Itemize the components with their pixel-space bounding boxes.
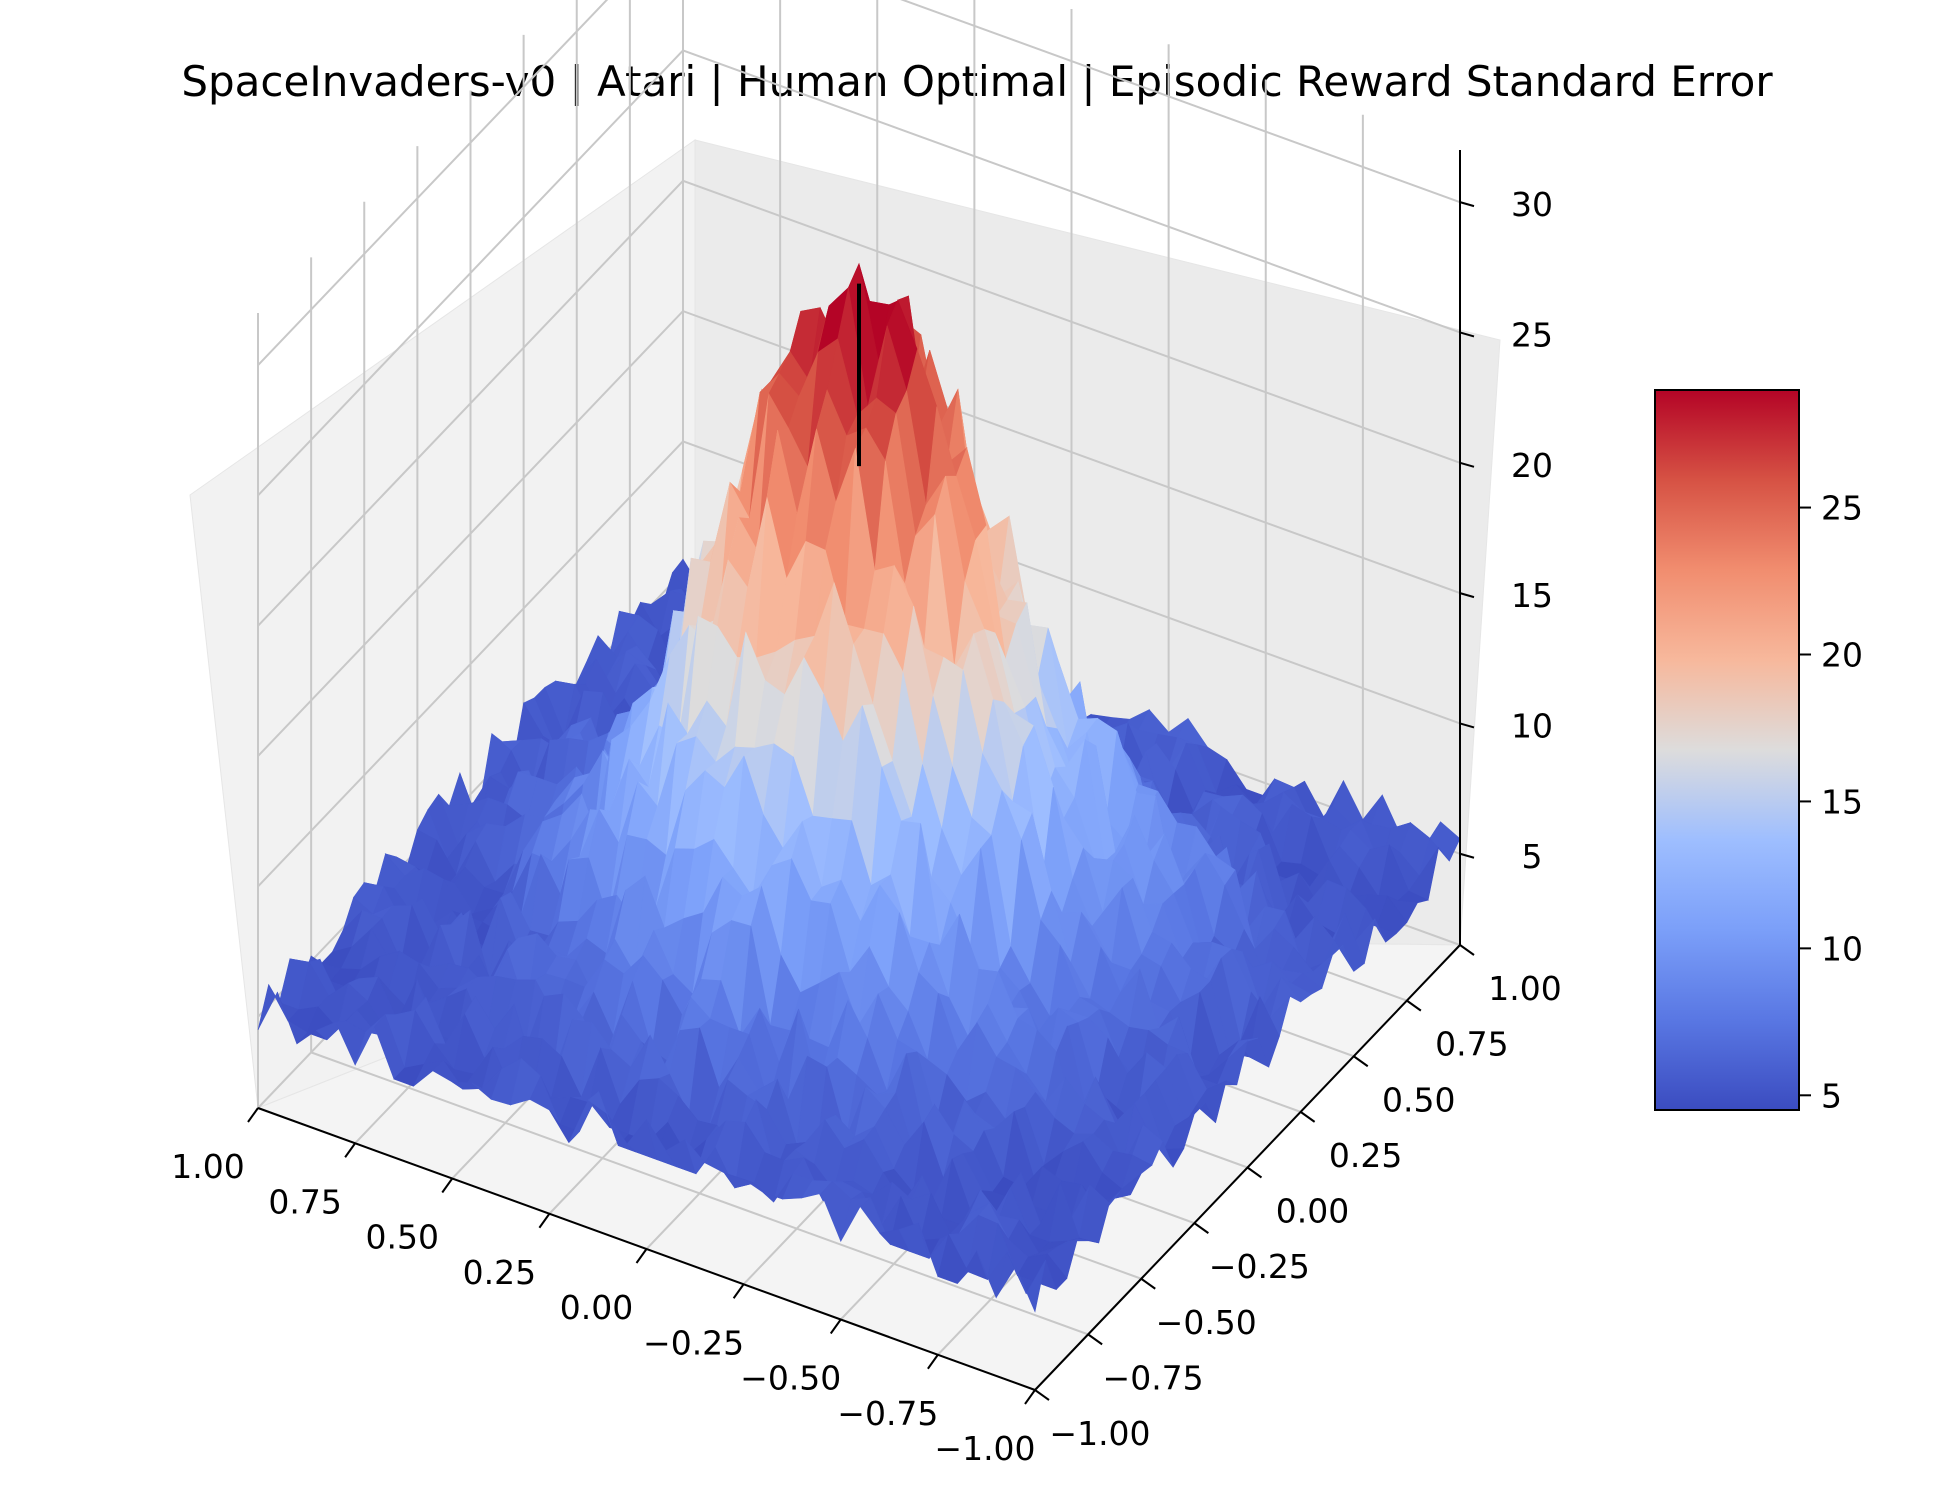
surface-facet (1015, 1259, 1046, 1313)
x-tick (635, 1248, 648, 1264)
y-tick (1353, 1055, 1369, 1068)
z-tick (1459, 722, 1475, 729)
z-tick-label: 30 (1511, 185, 1553, 224)
x-tick-label: 1.00 (171, 1147, 244, 1186)
colorbar: 5 10 15 20 25 (1654, 389, 1863, 1115)
colorbar-gradient (1654, 389, 1800, 1111)
z-tick (1459, 852, 1475, 859)
y-tick (1300, 1111, 1316, 1123)
y-tick-label: −0.75 (1103, 1358, 1204, 1397)
z-grid-line (257, 179, 1461, 627)
y-tick-label: 1.00 (1488, 969, 1561, 1008)
colorbar-tick-label: 10 (1821, 929, 1863, 968)
y-tick-label: 0.25 (1329, 1136, 1402, 1175)
z-tick (1459, 201, 1475, 208)
z-tick-label: 20 (1511, 446, 1553, 485)
colorbar-tick-label: 15 (1821, 782, 1863, 821)
z-tick-label: 15 (1511, 576, 1553, 615)
colorbar-tick-label: 5 (1821, 1076, 1842, 1115)
x-tick (927, 1354, 939, 1370)
y-tick (1140, 1277, 1156, 1290)
x-tick-label: −0.50 (740, 1359, 841, 1398)
z-tick-label: 10 (1511, 706, 1553, 745)
chart-title: SpaceInvaders-v0 | Atari | Human Optimal… (181, 57, 1773, 106)
x-tick (829, 1318, 842, 1335)
x-tick-label: 0.50 (366, 1218, 439, 1257)
axes (247, 150, 1475, 1405)
y-tick (1406, 999, 1422, 1012)
tick-labels: −1.00−0.75−0.50−0.250.000.250.500.751.00… (171, 185, 1561, 1468)
colorbar-tick-label: 20 (1821, 635, 1863, 674)
x-tick (344, 1142, 356, 1158)
y-tick-label: −0.25 (1209, 1247, 1310, 1286)
y-tick (1246, 1166, 1263, 1179)
y-tick-label: 0.50 (1382, 1080, 1455, 1119)
y-tick (1087, 1333, 1103, 1346)
colorbar-ticks: 5 10 15 20 25 (1799, 489, 1863, 1115)
z-grid-line (257, 49, 1461, 497)
y-tick (1034, 1389, 1050, 1401)
z-grid-line (257, 440, 1461, 888)
z-grid-line (257, 309, 1461, 757)
z-grid-line (257, 0, 1461, 366)
x-tick (441, 1177, 454, 1194)
y-tick-label: 0.00 (1276, 1192, 1349, 1231)
x-tick-label: 0.00 (560, 1288, 633, 1327)
z-tick (1459, 331, 1475, 338)
x-tick-label: 0.25 (463, 1253, 536, 1292)
x-tick-label: −0.75 (837, 1394, 938, 1433)
z-tick-label: 25 (1511, 315, 1553, 354)
x-tick-label: −0.25 (643, 1323, 744, 1362)
x-tick-label: −1.00 (934, 1429, 1035, 1468)
surface-mesh (257, 262, 1461, 1313)
x-tick (538, 1213, 551, 1229)
z-tick (1459, 592, 1475, 599)
x-tick (732, 1283, 745, 1299)
x-tick (1024, 1389, 1036, 1405)
y-tick (1459, 944, 1475, 956)
z-tick-label: 5 (1522, 837, 1543, 876)
y-tick-label: −1.00 (1049, 1414, 1150, 1453)
y-tick-label: −0.50 (1156, 1303, 1257, 1342)
x-tick-label: 0.75 (268, 1182, 341, 1221)
colorbar-tick-label: 25 (1821, 489, 1863, 528)
y-tick (1193, 1222, 1209, 1234)
x-tick (247, 1107, 259, 1123)
y-tick-label: 0.75 (1435, 1025, 1508, 1064)
z-tick (1459, 461, 1475, 468)
